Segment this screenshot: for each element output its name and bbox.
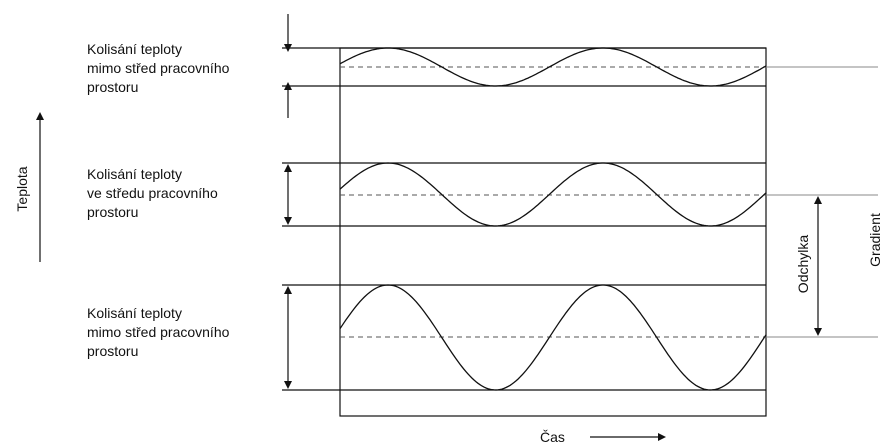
panel-3 <box>282 284 878 391</box>
diagram-frame <box>339 47 767 417</box>
gradient-label: Gradient <box>867 213 881 267</box>
panel-1-label-line-1: Kolisání teploty <box>87 41 182 57</box>
panel-3-label: Kolisání teploty mimo střed pracovního p… <box>87 304 229 361</box>
panel-1-label-line-3: prostoru <box>87 79 139 95</box>
panel-2-label: Kolisání teploty ve středu pracovního pr… <box>87 165 218 222</box>
panel-1 <box>282 14 878 118</box>
panel-1-label-line-2: mimo střed pracovního <box>87 60 230 76</box>
panel-3-wave <box>339 284 767 391</box>
panel-3-label-line-1: Kolisání teploty <box>87 305 182 321</box>
panel-2 <box>282 162 878 227</box>
panel-2-wave <box>339 162 767 227</box>
y-axis-label: Teplota <box>14 166 30 212</box>
x-axis-label: Čas <box>540 429 565 445</box>
panel-2-label-line-3: prostoru <box>87 204 139 220</box>
deviation-label: Odchylka <box>795 234 811 294</box>
panel-1-label: Kolisání teploty mimo střed pracovního p… <box>87 40 229 97</box>
panel-1-wave <box>339 47 767 87</box>
panel-3-label-line-2: mimo střed pracovního <box>87 324 230 340</box>
panel-2-label-line-1: Kolisání teploty <box>87 166 182 182</box>
panel-2-label-line-2: ve středu pracovního <box>87 185 218 201</box>
panel-3-label-line-3: prostoru <box>87 343 139 359</box>
